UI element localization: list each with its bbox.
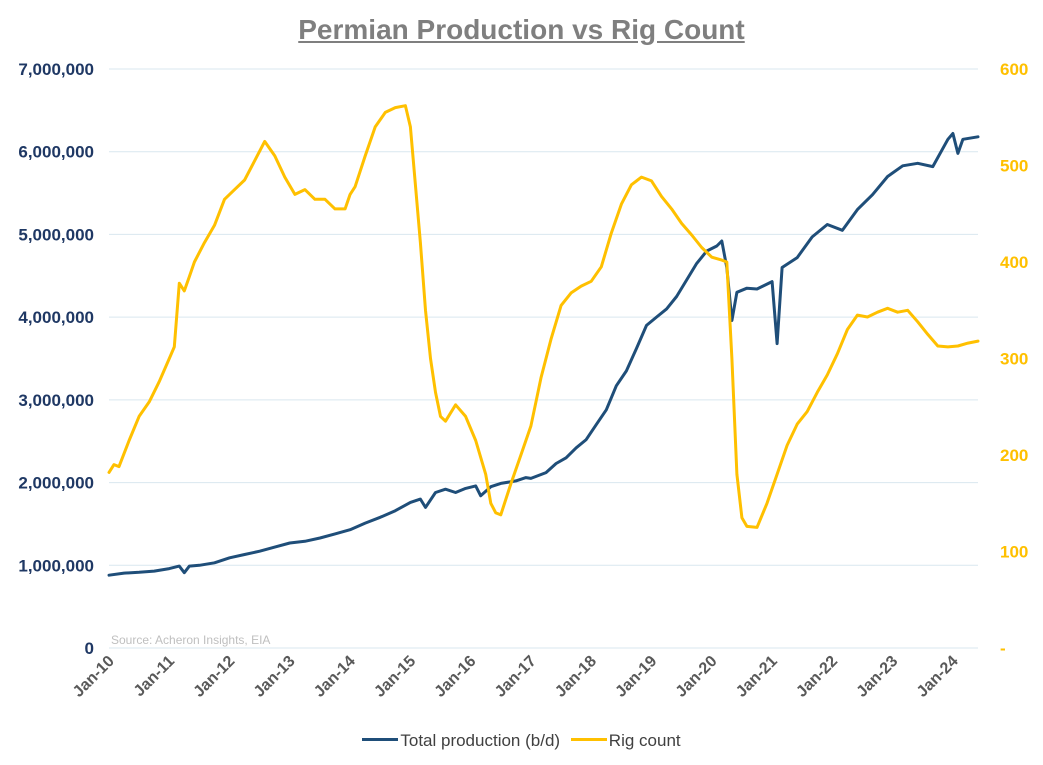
right-axis: - 100 200 300 400 500 600 [1000,60,1028,658]
legend-item-rigs: Rig count [570,731,681,751]
x-axis: Jan-10 Jan-11 Jan-12 Jan-13 Jan-14 Jan-15 Jan-… [70,653,962,701]
right-tick-label: 600 [1000,60,1028,79]
right-tick-label: 100 [1000,543,1028,562]
x-tick-label: Jan-14 [311,653,359,701]
left-tick-label: 3,000,000 [18,391,94,410]
right-tick-label: 200 [1000,446,1028,465]
x-tick-label: Jan-16 [432,653,480,701]
legend-label-production: Total production (b/d) [400,731,561,750]
right-tick-label: 300 [1000,350,1028,369]
right-tick-label: - [1000,639,1006,658]
rig-count-line [107,104,980,529]
x-tick-label: Jan-24 [914,653,962,701]
left-axis: 0 1,000,000 2,000,000 3,000,000 4,000,000 5,0… [18,60,94,658]
legend-swatch-production [362,738,399,742]
right-tick-label: 500 [1000,157,1028,176]
legend-swatch-rigs [570,738,607,742]
left-tick-label: 4,000,000 [18,308,94,327]
series-lines [107,104,980,577]
x-tick-label: Jan-10 [70,653,118,701]
gridlines [109,68,978,649]
x-tick-label: Jan-19 [612,653,660,701]
legend: Total production (b/d) Rig count [0,731,1043,751]
x-tick-label: Jan-11 [131,653,178,700]
x-tick-label: Jan-15 [371,653,419,701]
left-tick-label: 5,000,000 [18,225,94,244]
left-tick-label: 2,000,000 [18,474,94,493]
left-tick-label: 1,000,000 [18,556,94,575]
left-tick-label: 0 [85,639,94,658]
chart-title: Permian Production vs Rig Count [298,14,745,45]
x-tick-label: Jan-17 [492,653,540,701]
x-tick-label: Jan-18 [552,653,600,701]
x-tick-label: Jan-21 [733,653,781,701]
x-tick-label: Jan-22 [793,653,841,701]
x-tick-label: Jan-20 [673,653,721,701]
right-tick-label: 400 [1000,253,1028,272]
x-tick-label: Jan-13 [251,653,299,701]
source-note: Source: Acheron Insights, EIA [111,633,271,647]
legend-label-rigs: Rig count [608,731,681,750]
production-line [107,132,980,577]
x-tick-label: Jan-12 [191,653,239,701]
legend-item-production: Total production (b/d) [362,731,560,751]
left-tick-label: 7,000,000 [18,60,94,79]
left-tick-label: 6,000,000 [18,143,94,162]
x-tick-label: Jan-23 [854,653,902,701]
